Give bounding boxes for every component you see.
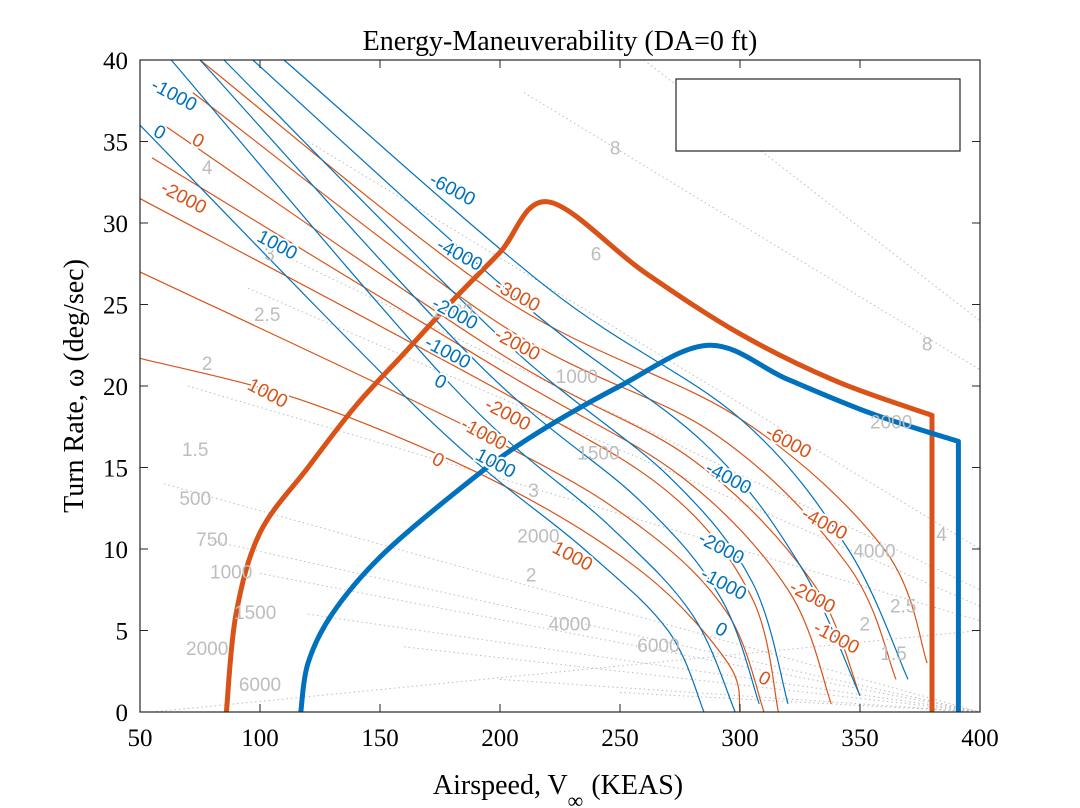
ps-contour-orange xyxy=(139,198,779,713)
gray-contour-label: 4000 xyxy=(548,615,590,636)
gray-contour-label: 6000 xyxy=(637,636,679,657)
turn-radius-line xyxy=(619,691,981,713)
ps-contour-blue xyxy=(170,59,736,713)
ps-contour-blue xyxy=(199,59,760,705)
legend-box xyxy=(675,78,961,152)
y-tick-label: 15 xyxy=(103,456,128,483)
gray-contour-label: 4 xyxy=(936,525,947,546)
turn-radius-line xyxy=(259,572,981,713)
ps-contour-orange xyxy=(151,157,832,705)
x-tick-label: 250 xyxy=(601,725,639,752)
gray-contour-label: 1000 xyxy=(556,367,598,388)
envelopes xyxy=(223,199,961,713)
gray-contour-label: 2.5 xyxy=(890,597,916,618)
ps-contour-orange xyxy=(139,271,765,713)
gray-contour-label: 4000 xyxy=(853,541,895,562)
gray-contour-label: 6000 xyxy=(239,675,281,696)
chart-title: Energy-Maneuverability (DA=0 ft) xyxy=(363,26,758,57)
gray-contour-label: 2 xyxy=(860,615,871,636)
turn-radius-line xyxy=(163,483,981,713)
load-factor-and-radius-lines xyxy=(151,59,981,713)
y-tick-label: 40 xyxy=(103,48,128,75)
y-tick-label: 0 xyxy=(116,700,129,727)
gray-contour-label: 3 xyxy=(264,245,275,266)
gray-contour-label: 500 xyxy=(179,489,211,510)
gray-contour-label: 2000 xyxy=(870,413,912,434)
gray-contour-label: 8 xyxy=(610,139,621,160)
x-tick-label: 400 xyxy=(961,725,999,752)
x-axis-label: Airspeed, V∞ (KEAS) xyxy=(433,770,683,808)
ps-contours xyxy=(139,59,928,713)
ps-contour-blue xyxy=(252,59,861,696)
turn-radius-line xyxy=(499,678,981,713)
gray-contour-label: 4 xyxy=(202,158,213,179)
gray-contour-label: 1500 xyxy=(577,443,619,464)
x-tick-label: 350 xyxy=(841,725,879,752)
gray-contour-label: 1.5 xyxy=(880,644,906,665)
ps-contour-blue xyxy=(139,124,705,713)
gray-contour-label: 1000 xyxy=(431,302,473,323)
x-tick-label: 100 xyxy=(241,725,279,752)
y-tick-label: 30 xyxy=(103,211,128,238)
ps-contour-orange xyxy=(139,357,741,713)
ps-contour-orange xyxy=(163,124,861,696)
ps-contour-orange xyxy=(199,59,928,664)
load-factor-line xyxy=(307,141,981,550)
y-tick-label: 35 xyxy=(103,130,128,157)
gray-contour-label: 8 xyxy=(922,334,933,355)
load-factor-line xyxy=(523,92,981,371)
load-factor-line xyxy=(643,59,981,322)
x-tick-label: 300 xyxy=(721,725,759,752)
ps-contour-blue xyxy=(223,59,789,705)
y-axis-label: Turn Rate, ω (deg/sec) xyxy=(59,259,90,513)
envelope-blue xyxy=(298,342,961,713)
gray-contour-label: 3 xyxy=(528,481,539,502)
gray-contour-label: 1000 xyxy=(210,562,252,583)
gray-contour-label: 2 xyxy=(202,354,213,375)
x-tick-label: 150 xyxy=(361,725,399,752)
y-tick-label: 5 xyxy=(116,619,129,646)
turn-radius-line xyxy=(211,540,981,713)
envelope-orange xyxy=(223,199,935,713)
y-tick-label: 20 xyxy=(103,374,128,401)
x-tick-label: 200 xyxy=(481,725,519,752)
ps-contour-orange xyxy=(192,92,897,680)
gray-contour-label: 2000 xyxy=(186,639,228,660)
y-tick-label: 25 xyxy=(103,293,128,320)
turn-radius-line xyxy=(307,613,981,713)
y-tick-label: 10 xyxy=(103,537,128,564)
x-axis-label-subscript: ∞ xyxy=(568,788,584,808)
gray-contour-label: 750 xyxy=(196,530,228,551)
gray-contour-label: 6 xyxy=(591,245,602,266)
load-factor-line xyxy=(151,630,981,713)
x-tick-label: 50 xyxy=(128,725,153,752)
ps-contour-blue xyxy=(283,59,909,680)
gray-contour-label: 2000 xyxy=(517,527,559,548)
gray-contour-label: 1500 xyxy=(234,603,276,624)
gray-contour-label: 2 xyxy=(526,566,537,587)
gray-contour-label: 2.5 xyxy=(254,305,280,326)
gray-contour-label: 1.5 xyxy=(182,440,208,461)
plot-area xyxy=(140,60,980,712)
